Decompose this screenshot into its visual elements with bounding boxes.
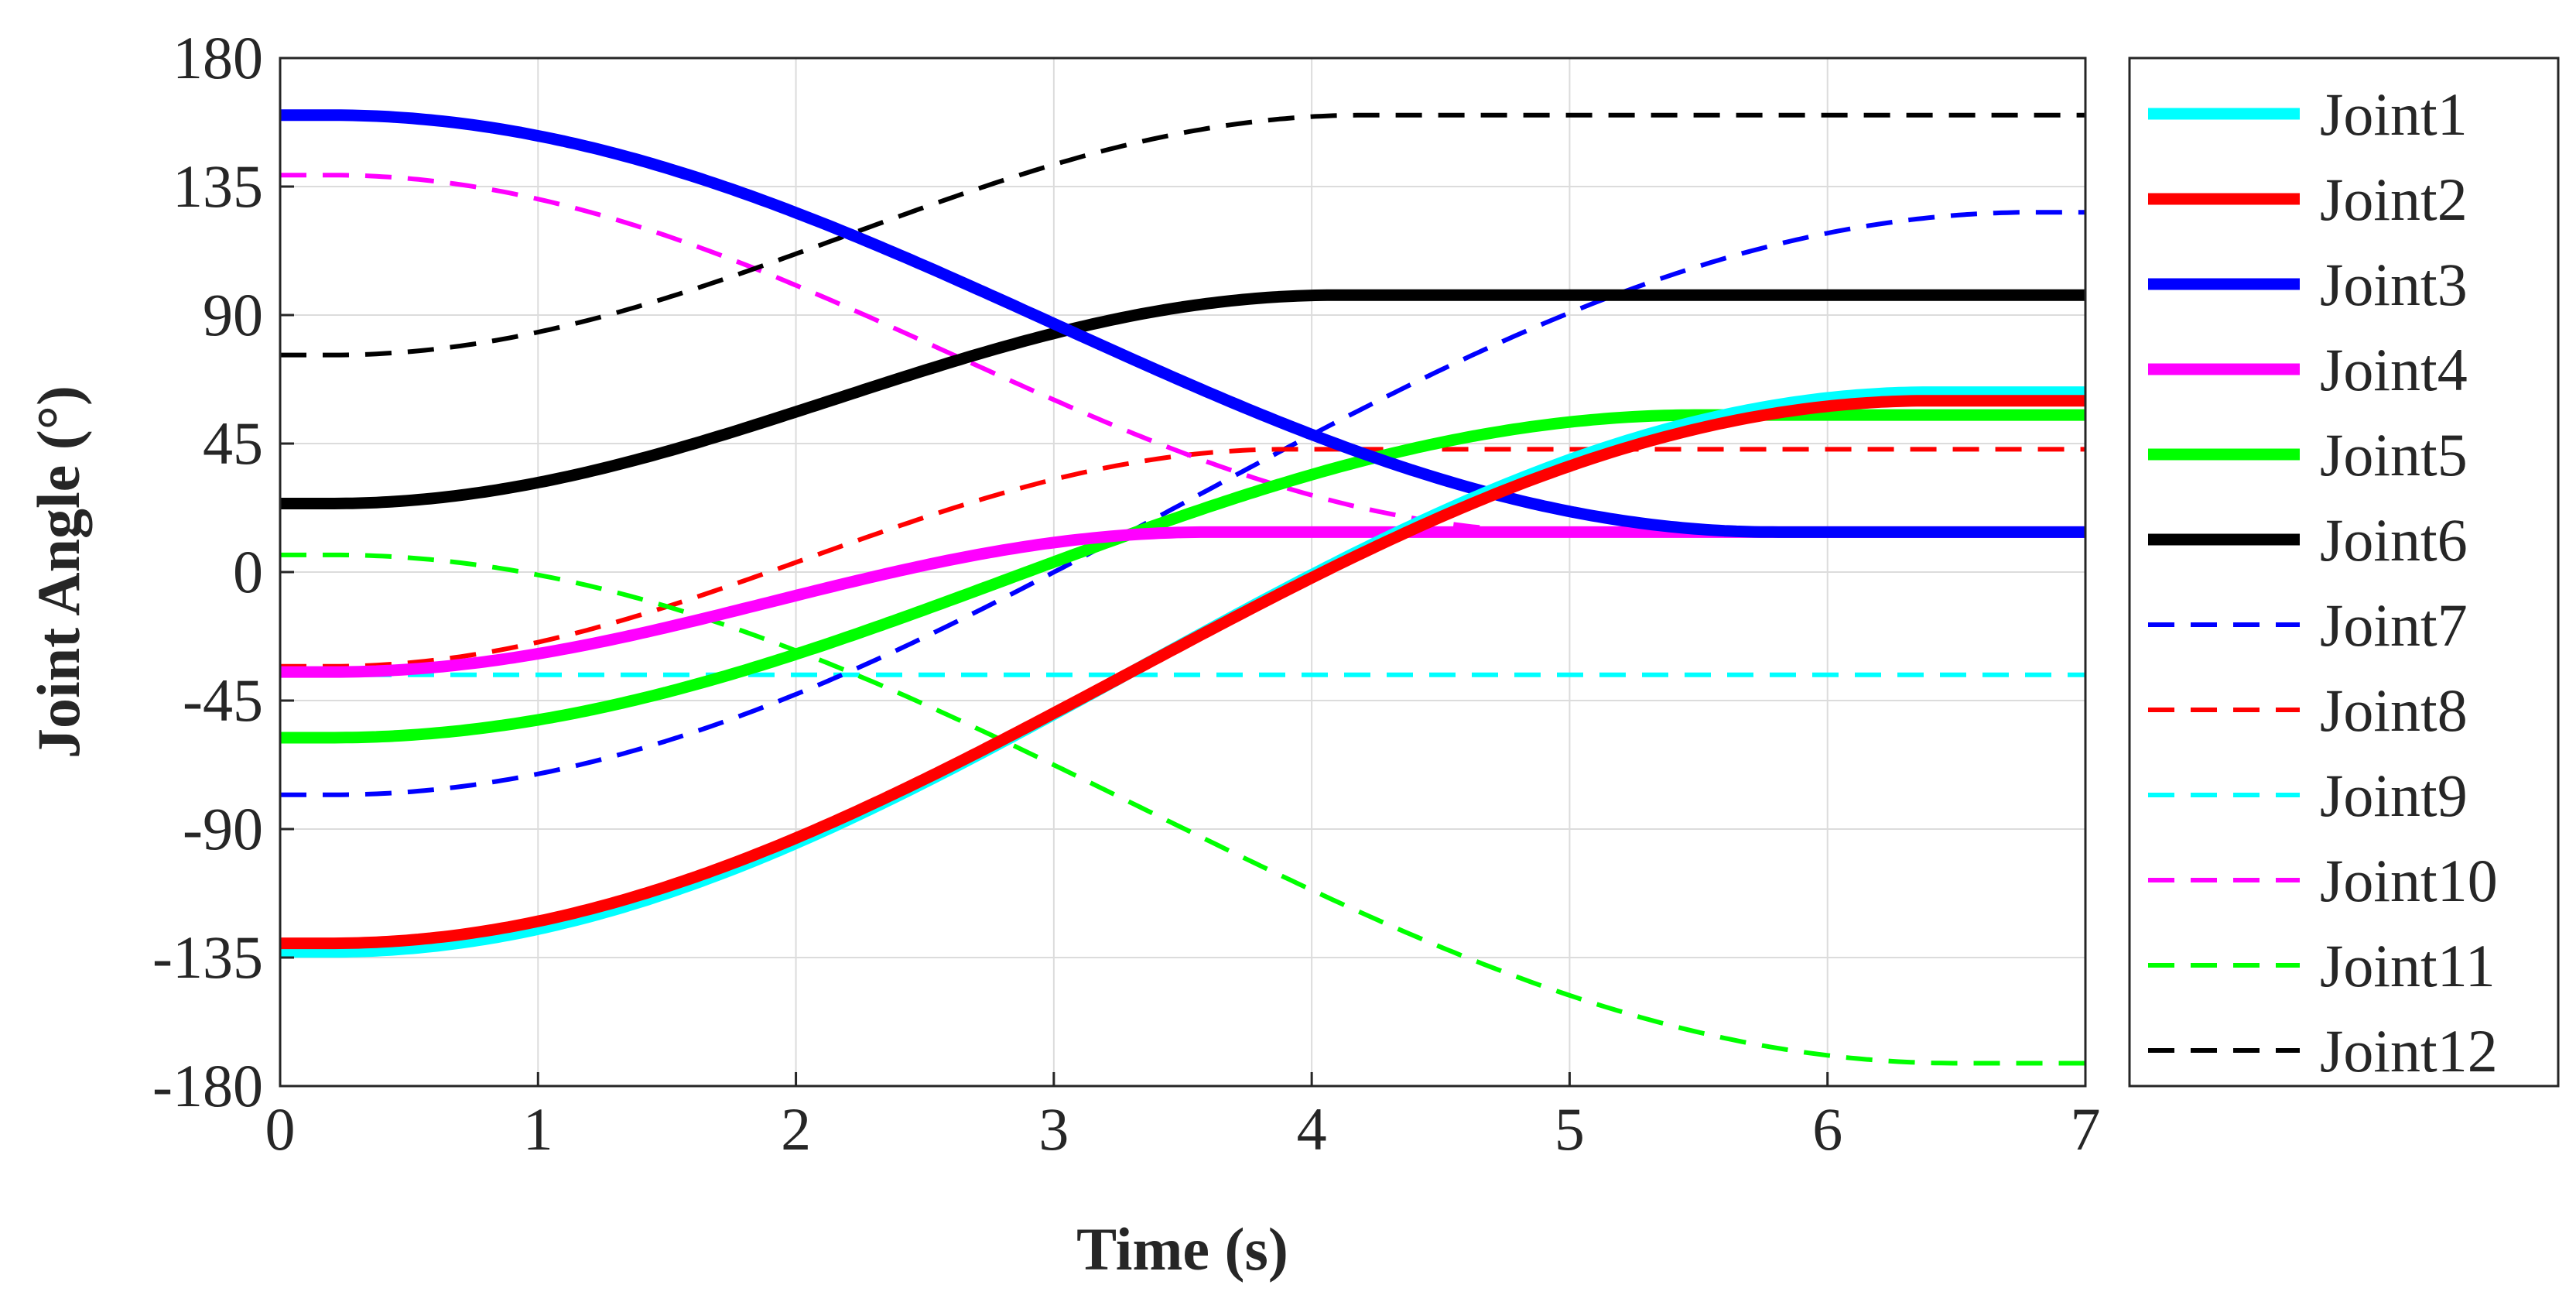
series-line-joint10 bbox=[280, 173, 2085, 535]
x-tick-label: 5 bbox=[1555, 1095, 1585, 1163]
y-tick-label: -90 bbox=[183, 795, 263, 862]
x-tick-label: 3 bbox=[1038, 1095, 1069, 1163]
legend-label-joint12: Joint12 bbox=[2320, 1017, 2498, 1085]
y-tick-label: 180 bbox=[173, 24, 263, 91]
series-line-joint7 bbox=[280, 210, 2085, 797]
legend-box bbox=[2128, 57, 2560, 1088]
y-tick-label: 135 bbox=[173, 152, 263, 220]
series-line-joint8 bbox=[280, 447, 2085, 669]
series-line-joint11 bbox=[280, 552, 2085, 1066]
series-line-joint12 bbox=[280, 112, 2085, 358]
y-tick-label: 0 bbox=[233, 538, 263, 605]
legend-label-joint5: Joint5 bbox=[2320, 421, 2468, 488]
y-axis-label: Joint Angle (°) bbox=[25, 386, 92, 759]
legend-label-joint1: Joint1 bbox=[2320, 81, 2468, 148]
series-line-joint2 bbox=[280, 395, 2085, 950]
y-tick-label: 90 bbox=[203, 281, 263, 348]
series-lines bbox=[280, 109, 2085, 1066]
legend: Joint1 Joint2 Joint3 Joint4 Joint5 Joint6 Join… bbox=[2128, 57, 2560, 1088]
legend-label-joint2: Joint2 bbox=[2320, 166, 2468, 233]
x-tick-label: 0 bbox=[265, 1095, 296, 1163]
legend-label-joint6: Joint6 bbox=[2320, 506, 2468, 574]
y-axis-ticks: 180 135 90 45 0 -45 -90 -135 -180 bbox=[152, 24, 294, 1119]
legend-label-joint9: Joint9 bbox=[2320, 762, 2468, 829]
series-line-joint3 bbox=[280, 109, 2085, 538]
x-tick-label: 4 bbox=[1297, 1095, 1327, 1163]
y-tick-label: -180 bbox=[152, 1052, 263, 1119]
legend-label-joint10: Joint10 bbox=[2320, 847, 2498, 914]
x-axis-ticks: 0 1 2 3 4 5 6 7 bbox=[265, 1072, 2101, 1163]
legend-label-joint7: Joint7 bbox=[2320, 591, 2468, 659]
legend-label-joint8: Joint8 bbox=[2320, 677, 2468, 744]
legend-label-joint4: Joint4 bbox=[2320, 336, 2468, 403]
y-tick-label: -135 bbox=[152, 923, 263, 991]
x-axis-label: Time (s) bbox=[1076, 1215, 1288, 1283]
x-tick-label: 1 bbox=[523, 1095, 553, 1163]
x-tick-label: 6 bbox=[1812, 1095, 1842, 1163]
y-tick-label: -45 bbox=[183, 666, 263, 734]
series-line-joint6 bbox=[280, 289, 2085, 509]
legend-label-joint3: Joint3 bbox=[2320, 251, 2468, 318]
x-tick-label: 7 bbox=[2071, 1095, 2101, 1163]
y-tick-label: 45 bbox=[203, 409, 263, 477]
legend-label-joint11: Joint11 bbox=[2320, 932, 2496, 999]
x-tick-label: 2 bbox=[781, 1095, 811, 1163]
